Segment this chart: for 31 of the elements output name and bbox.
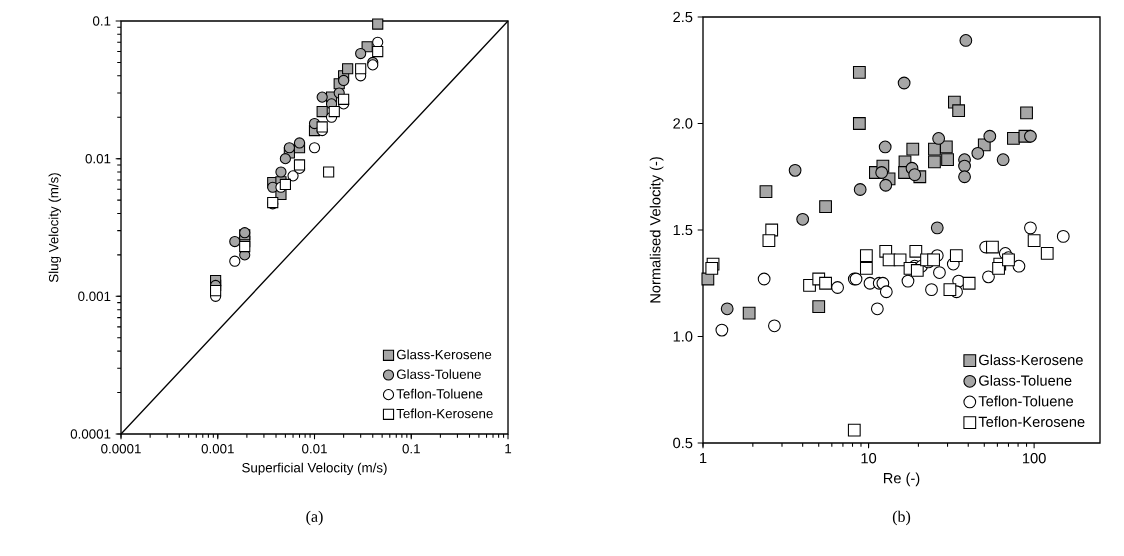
legend-label: Glass-Toluene xyxy=(979,374,1072,386)
legend-label: Teflon-Kerosene xyxy=(396,408,493,419)
y-tick-label: 0.01 xyxy=(85,153,111,164)
y-tick-label: 0.0001 xyxy=(70,429,111,439)
x-tick-label: 10 xyxy=(861,453,877,464)
x-tick-label: 0.0001 xyxy=(101,444,141,454)
x-tick-label: 0.1 xyxy=(402,444,420,454)
legend-label: Teflon-Toluene xyxy=(396,388,483,399)
y-axis-title: Normalised Velocity (-) xyxy=(649,157,664,303)
x-tick-label: 1 xyxy=(700,453,707,464)
y-tick-label: 1.0 xyxy=(673,331,693,342)
x-axis-title: Re (-) xyxy=(883,472,920,487)
y-tick-label: 1.5 xyxy=(673,224,693,236)
legend-label: Teflon-Toluene xyxy=(978,395,1074,407)
text: (b) xyxy=(892,510,911,526)
text: (a) xyxy=(306,510,323,526)
y-tick-label: 2.5 xyxy=(673,11,693,23)
x-tick-label: 100 xyxy=(1022,453,1046,464)
y-tick-label: 2.0 xyxy=(673,118,693,129)
legend-label: Teflon-Kerosene xyxy=(978,416,1085,428)
legend-label: Glass-Kerosene xyxy=(979,354,1083,366)
y-tick-label: 0.1 xyxy=(92,16,111,26)
y-tick-label: 0.001 xyxy=(78,291,111,302)
legend-label: Glass-Kerosene xyxy=(396,349,492,360)
x-tick-label: 0.001 xyxy=(201,444,234,454)
x-tick-label: 0.01 xyxy=(302,444,327,454)
y-tick-label: 0.5 xyxy=(673,437,693,449)
legend-label: Glass-Toluene xyxy=(396,369,481,379)
y-axis-title: Slug Velocity (m/s) xyxy=(48,173,62,283)
x-axis-title: Superficial Velocity (m/s) xyxy=(242,462,387,476)
x-tick-label: 1 xyxy=(505,444,512,454)
